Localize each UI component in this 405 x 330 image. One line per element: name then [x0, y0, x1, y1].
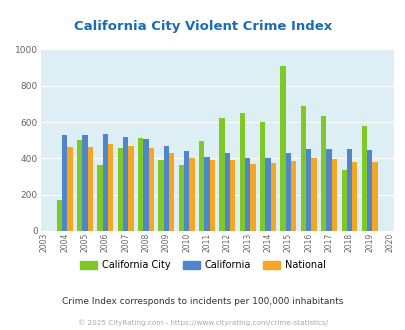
- Bar: [138, 138, 143, 231]
- Bar: [67, 147, 72, 231]
- Bar: [204, 156, 209, 231]
- Text: © 2025 CityRating.com - https://www.cityrating.com/crime-statistics/: © 2025 CityRating.com - https://www.city…: [78, 319, 327, 326]
- Bar: [143, 139, 148, 231]
- Bar: [224, 153, 230, 231]
- Bar: [102, 134, 108, 231]
- Bar: [230, 160, 235, 231]
- Bar: [57, 200, 62, 231]
- Bar: [128, 146, 133, 231]
- Bar: [311, 158, 316, 231]
- Bar: [62, 135, 67, 231]
- Bar: [209, 160, 214, 231]
- Bar: [123, 137, 128, 231]
- Bar: [320, 116, 326, 231]
- Bar: [97, 165, 102, 231]
- Bar: [346, 149, 351, 231]
- Bar: [371, 162, 377, 231]
- Bar: [341, 170, 346, 231]
- Bar: [250, 164, 255, 231]
- Bar: [219, 118, 224, 231]
- Bar: [239, 114, 245, 231]
- Bar: [245, 158, 250, 231]
- Bar: [77, 140, 82, 231]
- Bar: [300, 106, 305, 231]
- Text: California City Violent Crime Index: California City Violent Crime Index: [74, 20, 331, 33]
- Bar: [331, 159, 336, 231]
- Bar: [163, 146, 168, 231]
- Bar: [198, 141, 204, 231]
- Bar: [189, 158, 194, 231]
- Bar: [265, 158, 270, 231]
- Bar: [108, 144, 113, 231]
- Bar: [158, 160, 163, 231]
- Bar: [290, 161, 296, 231]
- Bar: [285, 153, 290, 231]
- Text: Crime Index corresponds to incidents per 100,000 inhabitants: Crime Index corresponds to incidents per…: [62, 297, 343, 307]
- Bar: [82, 135, 87, 231]
- Bar: [351, 162, 356, 231]
- Legend: California City, California, National: California City, California, National: [76, 256, 329, 274]
- Bar: [326, 149, 331, 231]
- Bar: [168, 152, 174, 231]
- Bar: [148, 148, 153, 231]
- Bar: [305, 149, 311, 231]
- Bar: [361, 126, 366, 231]
- Bar: [260, 122, 265, 231]
- Bar: [117, 148, 123, 231]
- Bar: [270, 163, 275, 231]
- Bar: [280, 66, 285, 231]
- Bar: [87, 147, 93, 231]
- Bar: [183, 151, 189, 231]
- Bar: [178, 165, 183, 231]
- Bar: [366, 150, 371, 231]
